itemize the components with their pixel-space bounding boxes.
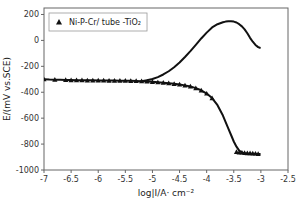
x-tick-label: -5.5 bbox=[118, 175, 134, 184]
point bbox=[155, 80, 160, 85]
x-tick-label: -7 bbox=[40, 175, 48, 184]
point bbox=[144, 79, 149, 84]
point bbox=[134, 78, 139, 83]
x-tick-label: -3.5 bbox=[226, 175, 242, 184]
point bbox=[199, 88, 204, 93]
point bbox=[106, 78, 111, 83]
point bbox=[117, 78, 122, 83]
point bbox=[182, 83, 187, 88]
marks bbox=[44, 21, 261, 156]
point bbox=[150, 79, 155, 84]
legend-label: Ni-P-Cr/ tube -TiO₂ bbox=[69, 18, 141, 27]
y-tick-label: 200 bbox=[24, 10, 39, 19]
x-tick bbox=[179, 170, 180, 173]
x-tick bbox=[260, 170, 261, 173]
x-tick bbox=[152, 170, 153, 173]
point bbox=[166, 81, 171, 86]
x-tick-label: -5 bbox=[148, 175, 156, 184]
chart: -7 -6.5 -6 -5.5 -5 -4.5 -4 -3.5 -3 -2.5 -1000 -800 -… bbox=[0, 0, 300, 200]
x-tick-label: -6 bbox=[94, 175, 102, 184]
x-tick-label: -6.5 bbox=[63, 175, 79, 184]
x-axis-label: log|I/A· cm⁻² bbox=[138, 188, 195, 198]
y-tick-label: -200 bbox=[21, 62, 39, 71]
point bbox=[172, 81, 177, 86]
y-tick bbox=[41, 144, 44, 145]
y-tick bbox=[41, 66, 44, 67]
line bbox=[142, 21, 260, 81]
point bbox=[256, 151, 261, 156]
y-tick-label: -400 bbox=[21, 88, 39, 97]
y-tick bbox=[41, 118, 44, 119]
x-tick bbox=[98, 170, 99, 173]
y-tick-label: -800 bbox=[21, 140, 39, 149]
y-tick-label: -1000 bbox=[16, 166, 39, 175]
y-tick bbox=[41, 40, 44, 41]
point bbox=[204, 91, 209, 96]
legend: Ni-P-Cr/ tube -TiO₂ bbox=[49, 13, 147, 31]
y-tick-label: -600 bbox=[21, 114, 39, 123]
point bbox=[52, 77, 57, 82]
point bbox=[79, 78, 84, 83]
point bbox=[112, 78, 117, 83]
point bbox=[123, 78, 128, 83]
point bbox=[177, 82, 182, 87]
point bbox=[101, 78, 106, 83]
legend-symbol bbox=[56, 19, 62, 24]
point bbox=[69, 77, 74, 82]
point bbox=[74, 78, 79, 83]
plot-frame bbox=[44, 8, 288, 170]
y-tick-label: 0 bbox=[34, 36, 39, 45]
x-tick-label: -4 bbox=[203, 175, 211, 184]
point bbox=[44, 77, 47, 82]
x-tick bbox=[206, 170, 207, 173]
point bbox=[90, 78, 95, 83]
point bbox=[193, 85, 198, 90]
line bbox=[44, 79, 260, 154]
x-tick-label: -2.5 bbox=[280, 175, 296, 184]
point bbox=[161, 80, 166, 85]
x-tick-label: -4.5 bbox=[172, 175, 188, 184]
x-tick bbox=[71, 170, 72, 173]
point bbox=[128, 78, 133, 83]
x-tick bbox=[125, 170, 126, 173]
point bbox=[209, 95, 214, 100]
y-tick bbox=[41, 92, 44, 93]
y-tick bbox=[41, 170, 44, 171]
axes: -7 -6.5 -6 -5.5 -5 -4.5 -4 -3.5 -3 -2.5 -1000 -800 -… bbox=[16, 10, 296, 184]
point bbox=[85, 78, 90, 83]
point bbox=[188, 84, 193, 89]
y-tick bbox=[41, 14, 44, 15]
point bbox=[63, 77, 68, 82]
point bbox=[139, 79, 144, 84]
y-axis-label: E/(mV vs.SCE) bbox=[2, 57, 12, 121]
x-tick-label: -3 bbox=[257, 175, 265, 184]
legend-box bbox=[49, 13, 147, 31]
x-tick bbox=[233, 170, 234, 173]
x-tick bbox=[288, 170, 289, 173]
point bbox=[96, 78, 101, 83]
